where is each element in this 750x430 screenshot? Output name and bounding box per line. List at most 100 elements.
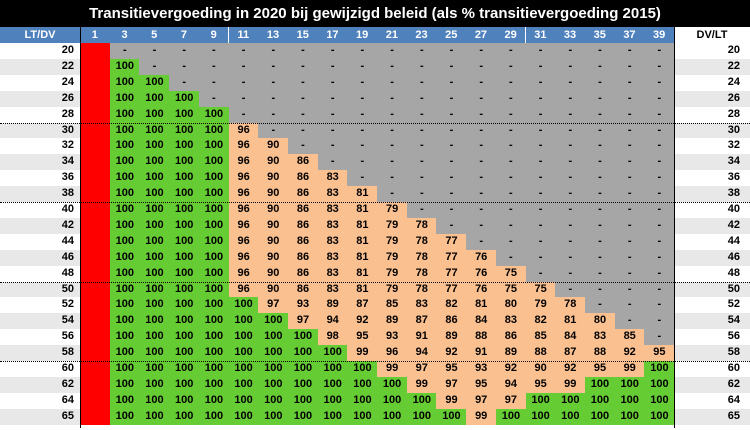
table-cell: 83 — [584, 329, 616, 346]
row-label-left: 42 — [0, 217, 80, 234]
table-cell: - — [525, 170, 556, 187]
table-cell: - — [614, 249, 645, 267]
row-label-left: 52 — [0, 297, 80, 314]
table-cell: 100 — [347, 392, 378, 410]
header-right-label: DV/LT — [674, 27, 750, 43]
table-cell: 96 — [228, 249, 259, 267]
table-cell: - — [287, 74, 319, 92]
table-cell: 96 — [228, 233, 259, 251]
table-cell: - — [287, 106, 319, 123]
row-label-right: 40 — [674, 202, 750, 218]
table-cell: 79 — [525, 297, 556, 314]
table-cell: - — [614, 122, 645, 139]
table-cell: 86 — [287, 202, 319, 219]
table-cell: 96 — [228, 217, 259, 235]
table-cell: - — [614, 202, 645, 219]
table-cell: - — [347, 58, 378, 76]
table-cell: 79 — [377, 281, 408, 298]
table-cell: 90 — [258, 170, 289, 187]
table-cell: - — [644, 281, 675, 298]
table-cell: 100 — [198, 106, 229, 123]
column-header: 25 — [436, 27, 467, 43]
row-label-right: 54 — [674, 313, 750, 330]
table-cell: - — [436, 202, 467, 219]
column-header: 39 — [644, 27, 674, 43]
table-cell: - — [347, 106, 378, 123]
table-cell: 95 — [644, 345, 675, 362]
table-cell: 89 — [495, 345, 526, 362]
table-cell: - — [198, 43, 229, 60]
table-cell: - — [406, 43, 437, 60]
table-cell: - — [377, 186, 408, 203]
table-cell: 100 — [139, 106, 170, 123]
table-cell: 100 — [584, 392, 616, 410]
table-cell: 81 — [347, 281, 378, 298]
table-cell: - — [406, 58, 437, 76]
table-cell: - — [317, 43, 348, 60]
table-cell: - — [377, 138, 408, 155]
table-cell: 90 — [258, 217, 289, 235]
row-label-right: 44 — [674, 233, 750, 250]
table-cell: 100 — [198, 297, 229, 314]
table-cell: 100 — [139, 233, 170, 251]
table-cell: - — [614, 58, 645, 76]
table-cell: - — [555, 233, 586, 251]
table-cell: - — [555, 106, 586, 123]
row-label-left: 56 — [0, 329, 80, 346]
table-cell: 100 — [347, 408, 378, 426]
table-cell — [80, 265, 111, 282]
column-header: 1 — [80, 27, 110, 43]
row-label-right: 64 — [674, 392, 750, 409]
table-cell: 90 — [525, 361, 556, 378]
table-cell: 100 — [198, 281, 229, 298]
table-cell: 100 — [109, 202, 140, 219]
table-cell: 100 — [139, 297, 170, 314]
table-cell: 100 — [169, 376, 200, 394]
table-cell: 83 — [317, 217, 348, 235]
column-header: 15 — [287, 27, 318, 43]
table-cell: - — [644, 297, 675, 314]
table-cell: - — [614, 217, 645, 235]
table-cell: 100 — [198, 408, 229, 426]
table-cell: - — [614, 106, 645, 123]
table-cell: 95 — [347, 329, 378, 346]
table-cell: 100 — [139, 313, 170, 330]
table-cell: 83 — [495, 313, 526, 330]
table-cell: 100 — [258, 345, 289, 362]
table-cell: 86 — [287, 170, 319, 187]
table-cell: 83 — [317, 170, 348, 187]
table-cell: - — [317, 154, 348, 171]
table-cell: - — [584, 297, 616, 314]
table-cell: - — [258, 106, 289, 123]
table-cell: 96 — [228, 281, 259, 298]
table-cell: - — [377, 122, 408, 139]
table-cell: 100 — [644, 408, 675, 426]
table-cell: 100 — [317, 408, 348, 426]
table-cell: 82 — [525, 313, 556, 330]
table-cell: 100 — [525, 408, 556, 426]
table-cell: 100 — [109, 90, 140, 108]
table-cell: - — [495, 233, 526, 251]
table-cell: 100 — [198, 265, 229, 282]
table-cell: 80 — [495, 297, 526, 314]
table-cell: 99 — [406, 376, 437, 394]
table-cell: - — [555, 217, 586, 235]
row-label-left: 40 — [0, 202, 80, 218]
table-cell: - — [258, 74, 289, 92]
row-label-right: 56 — [674, 329, 750, 346]
table-cell: 88 — [466, 329, 497, 346]
table-cell: 100 — [169, 392, 200, 410]
table-cell — [80, 122, 111, 139]
table-cell — [80, 170, 111, 187]
table-cell: - — [584, 249, 616, 267]
table-cell — [80, 233, 111, 251]
table-cell: - — [614, 138, 645, 155]
column-header: 37 — [614, 27, 645, 43]
table-cell: - — [169, 74, 200, 92]
table-cell: 95 — [584, 361, 616, 378]
row-label-left: 62 — [0, 376, 80, 393]
table-cell: 99 — [614, 361, 645, 378]
table-cell: 100 — [169, 154, 200, 171]
table-cell: 100 — [258, 313, 289, 330]
table-cell: 100 — [287, 376, 319, 394]
